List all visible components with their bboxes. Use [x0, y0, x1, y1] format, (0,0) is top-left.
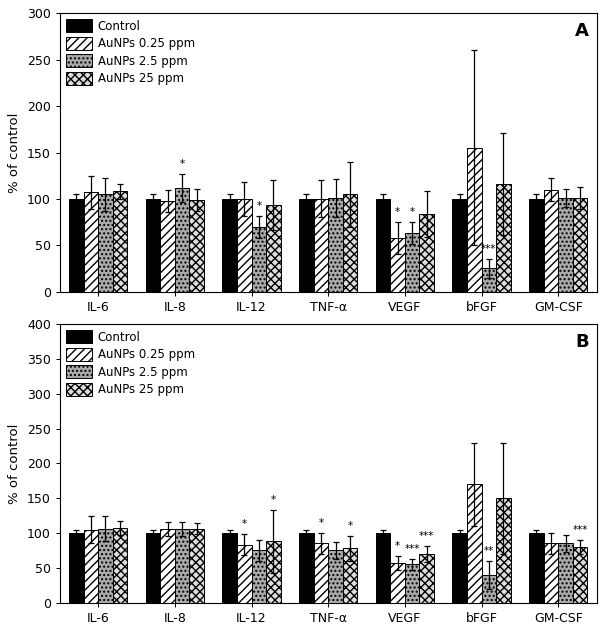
Bar [83, 192, 98, 292]
Bar [83, 530, 98, 603]
Bar [252, 227, 266, 292]
Bar [496, 498, 511, 603]
Bar [329, 198, 343, 292]
Bar [313, 544, 329, 603]
Bar [175, 529, 189, 603]
Bar [69, 533, 83, 603]
Text: **: ** [484, 546, 494, 556]
Bar [69, 199, 83, 292]
Bar [390, 238, 405, 292]
Text: B: B [575, 332, 589, 351]
Bar [496, 184, 511, 292]
Text: *: * [410, 207, 415, 217]
Bar [266, 205, 281, 292]
Bar [329, 551, 343, 603]
Bar [313, 199, 329, 292]
Bar [558, 544, 573, 603]
Bar [266, 541, 281, 603]
Text: *: * [257, 201, 261, 211]
Text: ***: *** [572, 525, 588, 535]
Bar [544, 190, 558, 292]
Text: *: * [395, 541, 400, 551]
Bar [299, 533, 313, 603]
Bar [223, 199, 237, 292]
Text: *: * [241, 520, 247, 529]
Bar [146, 533, 160, 603]
Bar [146, 199, 160, 292]
Text: *: * [318, 518, 324, 528]
Bar [467, 148, 482, 292]
Bar [529, 199, 544, 292]
Bar [405, 233, 419, 292]
Text: *: * [347, 521, 353, 531]
Text: *: * [180, 159, 185, 169]
Bar [189, 529, 204, 603]
Bar [405, 565, 419, 603]
Bar [376, 199, 390, 292]
Bar [453, 533, 467, 603]
Text: ***: *** [405, 544, 420, 554]
Bar [98, 529, 113, 603]
Legend: Control, AuNPs 0.25 ppm, AuNPs 2.5 ppm, AuNPs 25 ppm: Control, AuNPs 0.25 ppm, AuNPs 2.5 ppm, … [64, 17, 197, 87]
Text: ***: *** [419, 530, 434, 541]
Text: A: A [575, 22, 589, 40]
Bar [390, 563, 405, 603]
Bar [573, 547, 587, 603]
Bar [467, 484, 482, 603]
Bar [544, 544, 558, 603]
Bar [419, 554, 434, 603]
Bar [529, 533, 544, 603]
Bar [453, 199, 467, 292]
Text: *: * [395, 207, 400, 217]
Y-axis label: % of control: % of control [8, 112, 21, 192]
Bar [573, 198, 587, 292]
Bar [558, 198, 573, 292]
Bar [482, 268, 496, 292]
Y-axis label: % of control: % of control [8, 423, 21, 504]
Bar [419, 214, 434, 292]
Bar [343, 194, 358, 292]
Bar [482, 575, 496, 603]
Bar [223, 533, 237, 603]
Bar [299, 199, 313, 292]
Bar [189, 200, 204, 292]
Bar [252, 551, 266, 603]
Bar [237, 545, 252, 603]
Text: ***: *** [481, 244, 497, 254]
Bar [113, 528, 127, 603]
Bar [98, 194, 113, 292]
Bar [160, 529, 175, 603]
Bar [237, 199, 252, 292]
Text: *: * [271, 495, 276, 505]
Bar [113, 192, 127, 292]
Bar [175, 188, 189, 292]
Bar [160, 201, 175, 292]
Legend: Control, AuNPs 0.25 ppm, AuNPs 2.5 ppm, AuNPs 25 ppm: Control, AuNPs 0.25 ppm, AuNPs 2.5 ppm, … [64, 328, 197, 399]
Bar [376, 533, 390, 603]
Bar [343, 548, 358, 603]
